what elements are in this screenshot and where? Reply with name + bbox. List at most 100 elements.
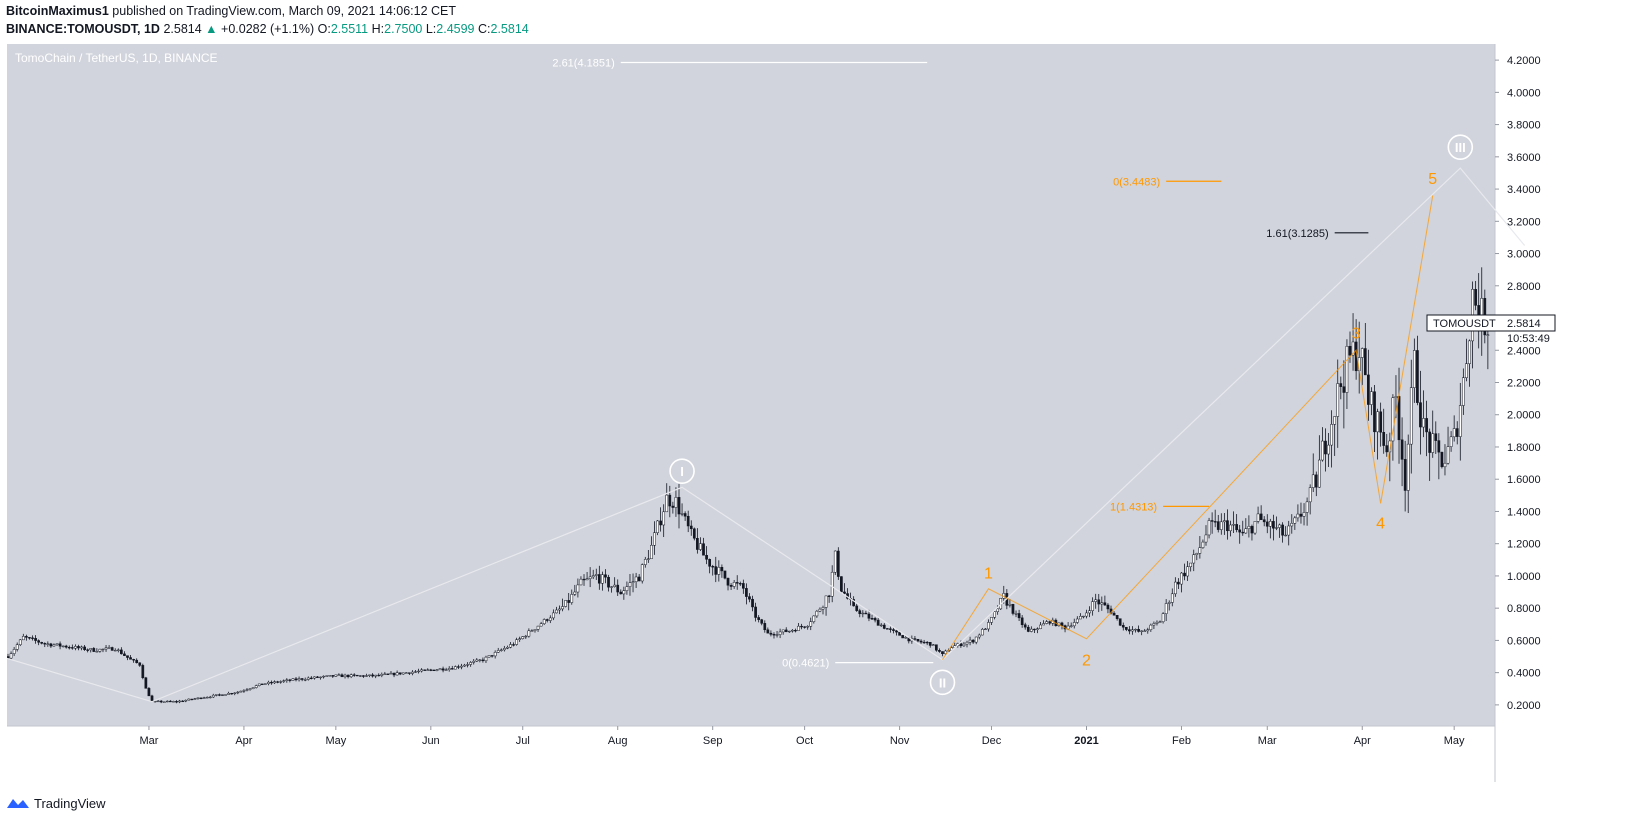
candle-body: [928, 641, 932, 646]
candle-body: [187, 698, 191, 701]
minor-wave-label: 4: [1376, 516, 1385, 533]
candle-body: [460, 665, 463, 668]
candle-body: [665, 494, 669, 513]
candle-body: [843, 591, 846, 594]
candle-body: [227, 693, 230, 695]
candle-body: [524, 635, 528, 638]
price-chart[interactable]: TomoChain / TetherUS, 1D, BINANCE USDT 4…: [0, 44, 1627, 782]
candle-body: [677, 497, 681, 515]
x-tick-label: 2021: [1074, 735, 1098, 747]
candle-body: [714, 566, 718, 575]
candle-body: [1235, 524, 1238, 531]
candle-body: [968, 639, 972, 643]
candle-body: [588, 576, 592, 579]
candle-body: [450, 668, 454, 670]
candle-body: [162, 701, 166, 703]
candle-body: [1278, 524, 1281, 528]
footer: TradingView: [6, 793, 106, 813]
candle-body: [1036, 628, 1039, 630]
candle-body: [548, 617, 552, 621]
candle-body: [827, 595, 831, 597]
candle-body: [1299, 513, 1303, 517]
plot-area[interactable]: [7, 44, 1495, 726]
candle-body: [233, 692, 237, 694]
candle-body: [741, 583, 745, 589]
candle-body: [542, 619, 546, 625]
candle-body: [208, 696, 212, 699]
candle-body: [423, 669, 427, 671]
x-tick-label: Feb: [1172, 735, 1191, 747]
candle-body: [772, 634, 776, 636]
candle-body: [1100, 602, 1104, 605]
major-wave-label: II: [939, 675, 946, 690]
candle-body: [656, 520, 659, 533]
candle-body: [882, 624, 886, 629]
candle-body: [616, 584, 620, 593]
candle-body: [80, 646, 83, 649]
minor-wave-path: [942, 195, 1434, 661]
y-tick-label: 3.4000: [1507, 184, 1541, 196]
candle-body: [1192, 554, 1196, 564]
candle-body: [748, 596, 751, 600]
candle-body: [729, 585, 733, 587]
author-name[interactable]: BitcoinMaximus1: [6, 4, 109, 18]
chart-canvas[interactable]: TomoChain / TetherUS, 1D, BINANCE USDT 4…: [0, 44, 1627, 782]
candle-body: [478, 659, 482, 661]
candle-body: [1223, 520, 1226, 523]
candle-body: [1155, 621, 1159, 624]
candle-body: [230, 693, 234, 695]
candle-body: [692, 528, 696, 539]
major-wave-path: [0, 167, 1526, 703]
candle-body: [787, 630, 791, 633]
y-tick-label: 0.2000: [1507, 700, 1541, 712]
candle-body: [1425, 418, 1428, 433]
candle-body: [435, 669, 439, 672]
candle-body: [1311, 474, 1315, 488]
candle-body: [374, 674, 378, 677]
candle-body: [37, 640, 40, 643]
candle-body: [202, 697, 206, 699]
candle-body: [1370, 391, 1373, 405]
candle-body: [463, 664, 466, 667]
candle-body: [1244, 528, 1248, 534]
candle-body: [1468, 340, 1471, 364]
candle-body: [836, 550, 840, 577]
candle-body: [1082, 615, 1085, 618]
fib-label: 1(1.4313): [1110, 501, 1157, 513]
candle-body: [567, 600, 571, 603]
y-tick-label: 2.2000: [1507, 378, 1541, 390]
price-tag-box: [1426, 314, 1556, 332]
candle-body: [153, 700, 157, 703]
candle-body: [472, 660, 476, 663]
candle-body: [1382, 431, 1386, 446]
candle-body: [754, 606, 757, 618]
candle-body: [1128, 629, 1131, 632]
candle-body: [1443, 462, 1447, 468]
candle-body: [1219, 521, 1223, 530]
candle-body: [585, 578, 589, 581]
candle-body: [892, 629, 895, 631]
x-tick-label: Sep: [703, 735, 723, 747]
candle-body: [55, 643, 59, 646]
candle-body: [383, 673, 387, 675]
y-axis[interactable]: 4.2000 4.0000 3.8000 3.6000 3.4000 3.2000 3.00…: [1495, 55, 1541, 712]
candle-body: [337, 674, 341, 676]
candle-body: [582, 578, 586, 581]
candle-body: [67, 646, 71, 649]
candle-body: [597, 574, 601, 584]
close-value: 2.5814: [490, 22, 529, 36]
candle-body: [579, 578, 583, 586]
candle-body: [935, 644, 938, 651]
tradingview-logo-icon[interactable]: [6, 796, 30, 810]
candle-body: [1416, 350, 1419, 403]
candle-body: [331, 675, 335, 677]
x-axis[interactable]: Mar Apr May Jun Jul Aug Sep Oct Nov Dec 2021 Feb Mar…: [139, 726, 1465, 747]
candle-body: [1014, 613, 1018, 615]
candle-body: [1360, 348, 1364, 358]
footer-brand[interactable]: TradingView: [34, 795, 106, 811]
candle-body: [218, 694, 221, 696]
candle-body: [28, 637, 31, 639]
candle-body: [696, 538, 699, 550]
candle-body: [622, 590, 626, 595]
candle-body: [334, 674, 338, 677]
